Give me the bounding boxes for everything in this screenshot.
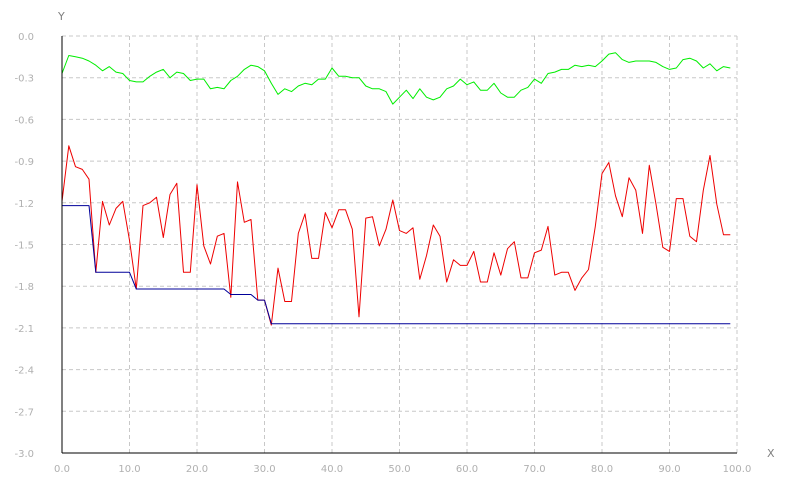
x-tick-label: 50.0 xyxy=(388,464,410,475)
y-tick-label: 0.0 xyxy=(18,32,34,43)
x-tick-label: 10.0 xyxy=(118,464,140,475)
x-tick-label: 70.0 xyxy=(523,464,545,475)
x-tick-label: 30.0 xyxy=(253,464,275,475)
x-tick-label: 40.0 xyxy=(321,464,343,475)
y-tick-label: -1.5 xyxy=(14,241,34,252)
x-tick-label: 20.0 xyxy=(186,464,208,475)
green-series-line xyxy=(61,52,731,105)
x-tick-label: 90.0 xyxy=(658,464,680,475)
grid xyxy=(62,35,738,453)
x-tick-label: 100.0 xyxy=(723,464,752,475)
red-series-line xyxy=(61,145,731,326)
tick-labels: 0.0 10.0 20.0 30.0 40.0 50.0 60.0 70.0 80.0 90.0 1… xyxy=(14,32,751,475)
axes xyxy=(61,36,737,454)
y-tick-label: -2.7 xyxy=(14,407,34,418)
x-tick-label: 60.0 xyxy=(456,464,478,475)
y-tick-label: -0.6 xyxy=(14,115,34,126)
x-axis-title: X xyxy=(767,447,775,460)
y-tick-label: -0.3 xyxy=(14,74,34,85)
y-tick-label: -2.4 xyxy=(14,366,34,377)
x-tick-label: 80.0 xyxy=(591,464,613,475)
y-tick-label: -2.1 xyxy=(14,324,34,335)
series-layer xyxy=(61,52,731,326)
blue-series-line xyxy=(62,205,731,325)
y-axis-title: Y xyxy=(57,10,65,23)
y-tick-label: -1.8 xyxy=(14,282,34,293)
x-tick-label: 0.0 xyxy=(54,464,70,475)
y-tick-label: -3.0 xyxy=(14,449,34,460)
y-tick-label: -0.9 xyxy=(14,157,34,168)
y-tick-label: -1.2 xyxy=(14,199,34,210)
